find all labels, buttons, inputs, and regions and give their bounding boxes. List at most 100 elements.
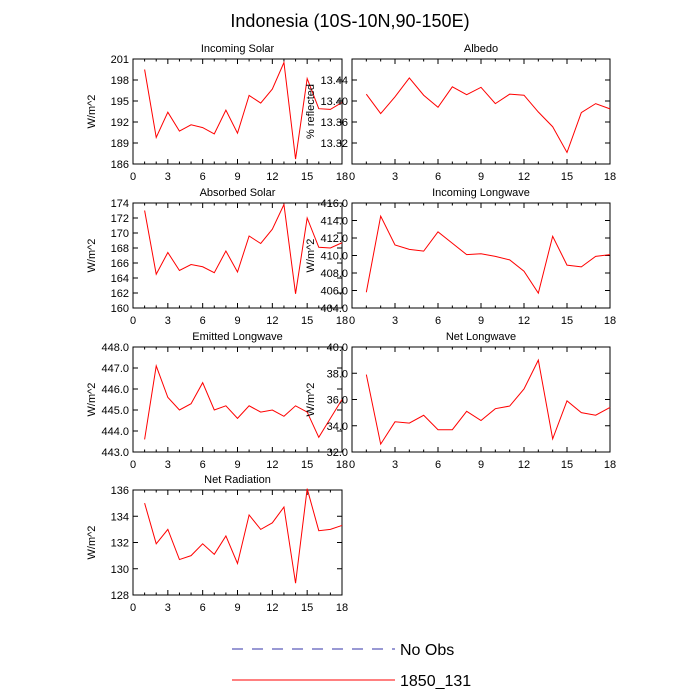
x-tick-label: 3 [165, 602, 171, 614]
x-tick-label: 12 [266, 315, 278, 327]
panel-absorbed-solar: Absorbed Solar 0 3 6 9 12 15 18 160 162 164 166 168 1… [86, 187, 348, 327]
y-tick-label: 128 [111, 590, 129, 602]
x-tick-label: 12 [266, 602, 278, 614]
y-tick-label: 174 [111, 198, 129, 210]
x-tick-label: 9 [478, 315, 484, 327]
y-axis-label: W/m^2 [86, 526, 98, 560]
x-tick-label: 0 [349, 459, 355, 471]
series-line-1850-131 [144, 363, 343, 440]
x-tick-label: 9 [234, 459, 240, 471]
y-tick-label: 36.0 [327, 395, 348, 407]
x-tick-label: 6 [200, 459, 206, 471]
x-tick-label: 9 [478, 459, 484, 471]
x-tick-label: 18 [336, 171, 348, 183]
series-line-1850-131 [144, 202, 343, 294]
y-tick-label: 447.0 [101, 363, 129, 375]
y-tick-label: 412.0 [320, 233, 348, 245]
x-tick-label: 0 [130, 602, 136, 614]
series-line-1850-131 [365, 358, 611, 446]
x-tick-label: 9 [234, 315, 240, 327]
x-tick-label: 3 [165, 315, 171, 327]
y-tick-label: 192 [111, 117, 129, 129]
y-tick-label: 172 [111, 213, 129, 225]
y-tick-label: 13.32 [320, 138, 348, 150]
y-tick-label: 164 [111, 273, 129, 285]
panel-title: Albedo [464, 43, 498, 55]
x-tick-label: 9 [234, 171, 240, 183]
x-tick-label: 3 [392, 315, 398, 327]
x-tick-label: 3 [165, 171, 171, 183]
panel-title: Incoming Longwave [432, 187, 530, 199]
x-tick-label: 9 [234, 602, 240, 614]
x-tick-label: 0 [130, 315, 136, 327]
y-tick-label: 132 [111, 538, 129, 550]
panel-title: Absorbed Solar [200, 187, 276, 199]
y-tick-label: 134 [111, 511, 129, 523]
x-tick-label: 0 [130, 171, 136, 183]
y-tick-label: 410.0 [320, 251, 348, 263]
y-tick-label: 34.0 [327, 421, 348, 433]
y-tick-label: 162 [111, 288, 129, 300]
y-tick-label: 189 [111, 138, 129, 150]
y-tick-label: 32.0 [327, 447, 348, 459]
x-tick-label: 15 [561, 171, 573, 183]
y-tick-label: 414.0 [320, 216, 348, 228]
y-tick-label: 136 [111, 485, 129, 497]
y-tick-label: 416.0 [320, 198, 348, 210]
y-tick-label: 195 [111, 96, 129, 108]
x-tick-label: 6 [200, 315, 206, 327]
y-tick-label: 160 [111, 303, 129, 315]
x-tick-label: 15 [561, 459, 573, 471]
panel-incoming-solar: Incoming Solar 0 3 6 9 12 15 18 186 189 192 195 198 2… [86, 43, 348, 183]
plot-frame [351, 346, 611, 453]
x-tick-label: 12 [518, 459, 530, 471]
y-axis-label: W/m^2 [86, 383, 98, 417]
plot-frame [132, 489, 343, 596]
x-tick-label: 3 [392, 171, 398, 183]
y-tick-label: 170 [111, 228, 129, 240]
x-tick-label: 12 [266, 459, 278, 471]
panel-title: Net Longwave [446, 331, 516, 343]
y-tick-label: 168 [111, 243, 129, 255]
y-axis-label: W/m^2 [86, 239, 98, 273]
x-tick-label: 12 [518, 315, 530, 327]
x-tick-label: 15 [301, 602, 313, 614]
x-tick-label: 15 [561, 315, 573, 327]
y-tick-label: 130 [111, 564, 129, 576]
x-tick-label: 18 [336, 602, 348, 614]
plot-frame [351, 58, 611, 165]
y-tick-label: 40.0 [327, 342, 348, 354]
panel-title: Net Radiation [204, 474, 271, 486]
y-tick-label: 406.0 [320, 286, 348, 298]
y-tick-label: 186 [111, 159, 129, 171]
panel-title: Emitted Longwave [192, 331, 283, 343]
y-tick-label: 166 [111, 258, 129, 270]
x-tick-label: 15 [301, 315, 313, 327]
y-tick-label: 445.0 [101, 405, 129, 417]
x-tick-label: 6 [435, 171, 441, 183]
series-line-1850-131 [144, 60, 343, 160]
legend-label-1850-131: 1850_131 [400, 673, 471, 690]
figure-title: Indonesia (10S-10N,90-150E) [230, 11, 469, 31]
panel-emitted-longwave: Emitted Longwave 0 3 6 9 12 15 18 443.0 444.0 445.… [86, 331, 348, 471]
y-tick-label: 201 [111, 54, 129, 66]
x-tick-label: 0 [349, 171, 355, 183]
x-tick-label: 18 [336, 459, 348, 471]
x-tick-label: 3 [165, 459, 171, 471]
y-axis-label: W/m^2 [305, 239, 317, 273]
y-tick-label: 444.0 [101, 426, 129, 438]
y-tick-label: 198 [111, 75, 129, 87]
x-tick-label: 6 [200, 171, 206, 183]
legend-label-no-obs: No Obs [400, 642, 454, 659]
x-tick-label: 15 [301, 459, 313, 471]
panel-albedo: Albedo 0 3 6 9 12 15 18 13.32 13.36 13.40 13.44% re… [305, 43, 616, 183]
x-tick-label: 12 [518, 171, 530, 183]
y-axis-label: % reflected [305, 84, 317, 139]
y-tick-label: 446.0 [101, 384, 129, 396]
x-tick-label: 18 [336, 315, 348, 327]
series-line-1850-131 [365, 77, 611, 154]
y-tick-label: 13.44 [320, 75, 348, 87]
y-tick-label: 448.0 [101, 342, 129, 354]
y-axis-label: W/m^2 [86, 95, 98, 129]
